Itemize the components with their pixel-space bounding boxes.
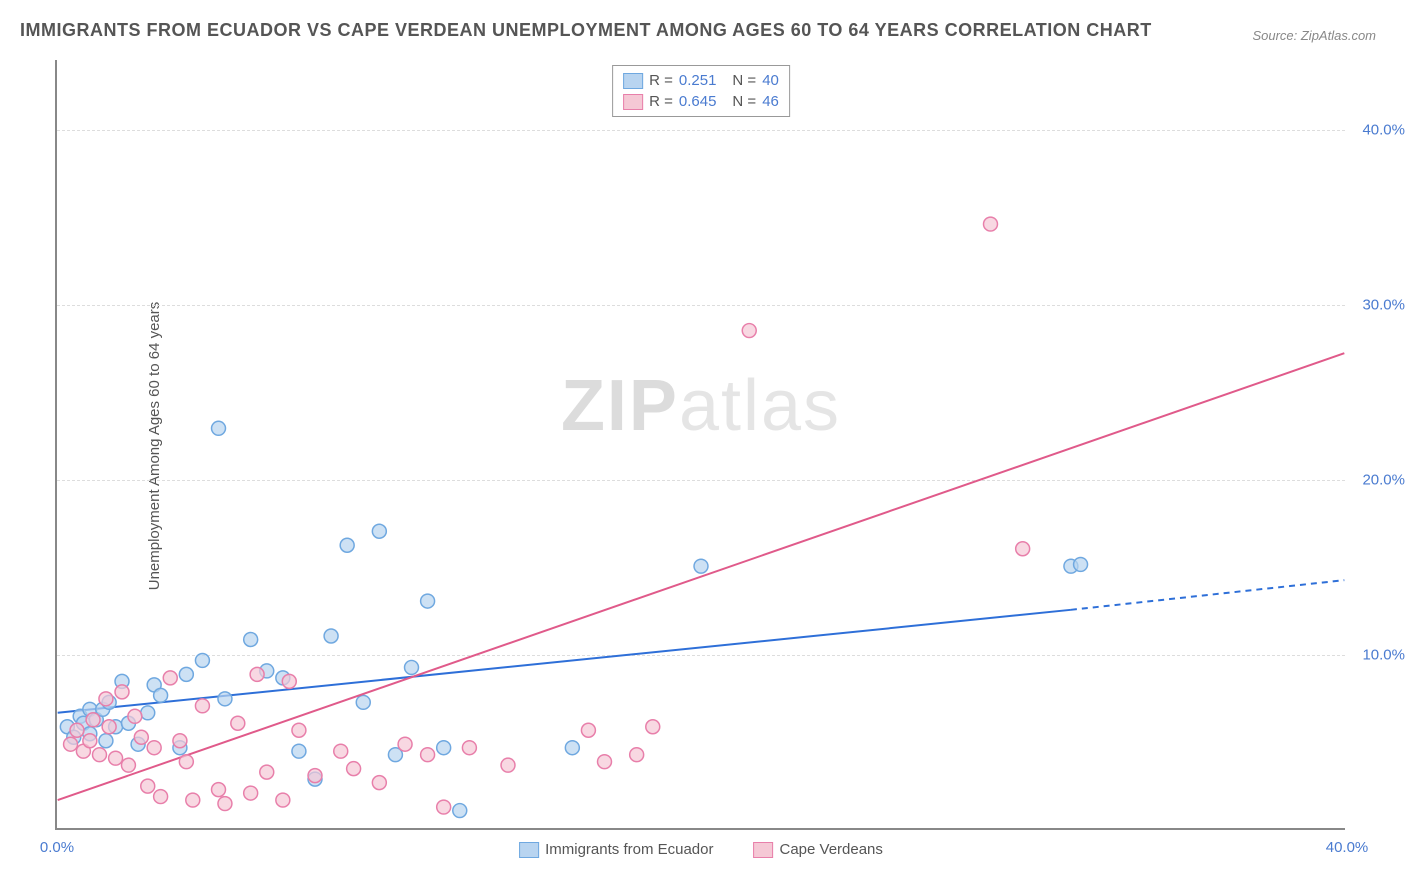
legend-swatch-ecuador [623,73,643,89]
y-tick-label: 20.0% [1350,472,1405,489]
x-tick-label: 0.0% [40,839,74,856]
legend-swatch-capeverdean [623,94,643,110]
series-legend: Immigrants from Ecuador Cape Verdeans [519,841,883,858]
y-tick-label: 10.0% [1350,647,1405,664]
chart-title: IMMIGRANTS FROM ECUADOR VS CAPE VERDEAN … [20,20,1152,41]
legend-item-capeverdean: Cape Verdeans [753,841,882,858]
source-attribution: Source: ZipAtlas.com [1252,28,1376,43]
legend-swatch-icon [753,842,773,858]
chart-container: IMMIGRANTS FROM ECUADOR VS CAPE VERDEAN … [0,0,1406,892]
y-tick-label: 40.0% [1350,122,1405,139]
x-tick-label: 40.0% [1326,839,1369,856]
legend-swatch-icon [519,842,539,858]
legend-row-capeverdean: R = 0.645 N = 46 [623,91,779,112]
legend-row-ecuador: R = 0.251 N = 40 [623,70,779,91]
scatter-plot-svg [57,60,1345,828]
legend-item-ecuador: Immigrants from Ecuador [519,841,713,858]
correlation-legend: R = 0.251 N = 40 R = 0.645 N = 46 [612,65,790,117]
y-tick-label: 30.0% [1350,297,1405,314]
plot-area: ZIPatlas R = 0.251 N = 40 R = 0.645 N = … [55,60,1345,830]
